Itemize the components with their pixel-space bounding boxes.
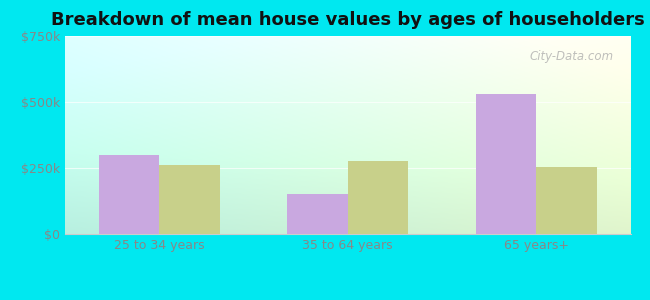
Bar	[159, 165, 220, 234]
Bar	[536, 167, 597, 234]
Title: Breakdown of mean house values by ages of householders: Breakdown of mean house values by ages o…	[51, 11, 645, 29]
Bar	[348, 161, 408, 234]
Bar	[476, 94, 536, 234]
Text: City-Data.com: City-Data.com	[529, 50, 614, 63]
Bar	[287, 194, 348, 234]
Bar	[99, 155, 159, 234]
